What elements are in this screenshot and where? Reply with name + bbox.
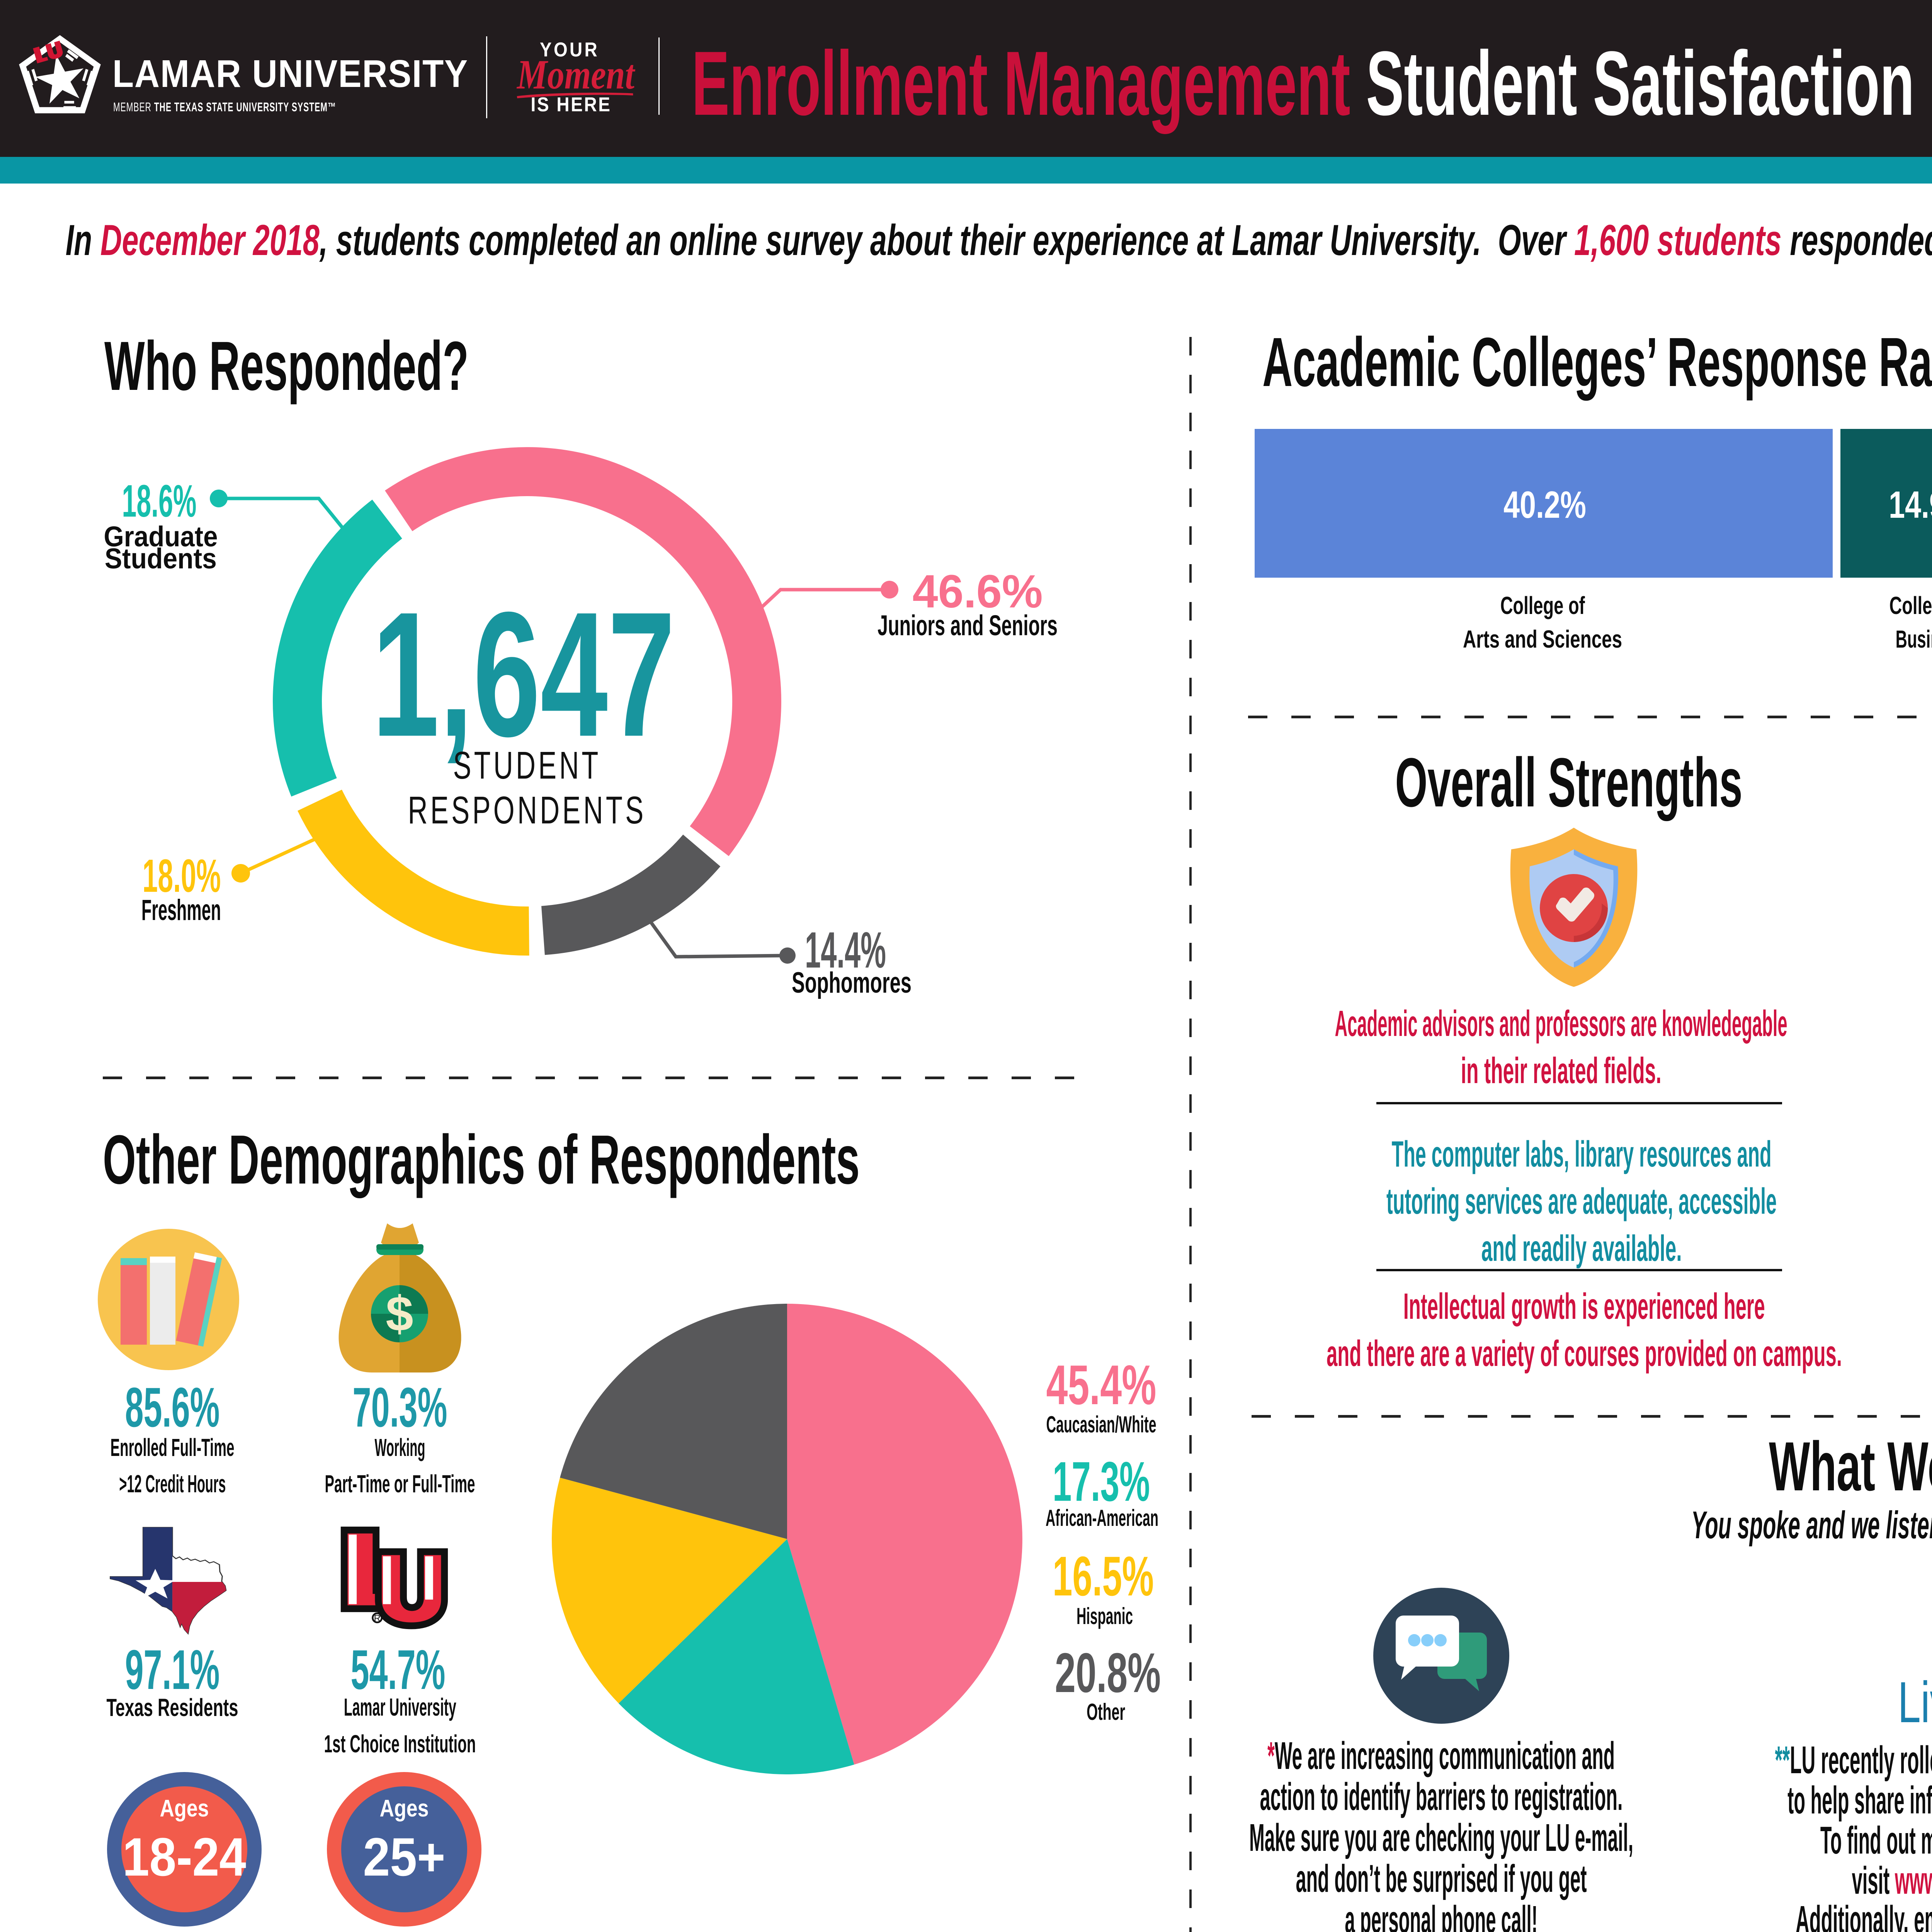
svg-text:R: R (374, 1614, 381, 1624)
svg-text:$: $ (386, 1286, 413, 1342)
